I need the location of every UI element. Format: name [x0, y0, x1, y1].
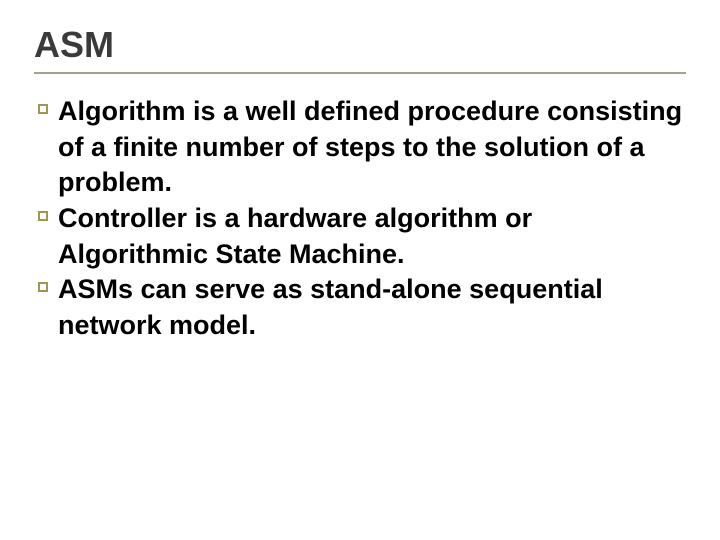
- bullet-text: Algorithm is a well defined procedure co…: [58, 94, 686, 201]
- bullet-square-icon: [38, 282, 48, 292]
- slide: ASM Algorithm is a well defined procedur…: [0, 0, 720, 540]
- bullet-square-icon: [38, 104, 48, 114]
- list-item: ASMs can serve as stand-alone sequential…: [38, 272, 686, 343]
- bullet-square-icon: [38, 211, 48, 221]
- bullet-text: Controller is a hardware algorithm or Al…: [58, 201, 686, 272]
- slide-title: ASM: [34, 24, 686, 66]
- list-item: Algorithm is a well defined procedure co…: [38, 94, 686, 201]
- title-divider: [34, 72, 686, 74]
- slide-content: Algorithm is a well defined procedure co…: [34, 94, 686, 343]
- list-item: Controller is a hardware algorithm or Al…: [38, 201, 686, 272]
- bullet-text: ASMs can serve as stand-alone sequential…: [58, 272, 686, 343]
